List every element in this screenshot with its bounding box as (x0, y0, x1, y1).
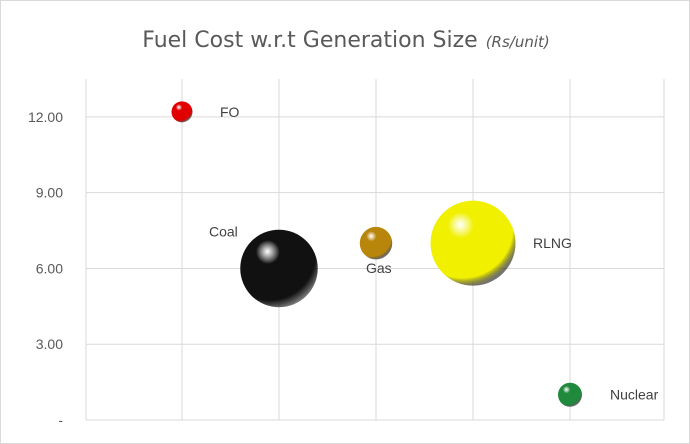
chart-title: Fuel Cost w.r.t Generation Size (Rs/unit) (142, 28, 550, 53)
bubble-nuclear (558, 382, 582, 407)
y-tick-label: 6.00 (36, 260, 63, 276)
bubble-rlng (430, 200, 516, 286)
bubble-label-nuclear: Nuclear (610, 387, 659, 403)
chart-title-unit: (Rs/unit) (486, 33, 550, 51)
y-tick-label: - (58, 412, 63, 428)
bubble-fo (171, 101, 193, 123)
bubble-label-gas: Gas (366, 260, 392, 276)
bubble-label-coal: Coal (209, 223, 238, 239)
bubble-label-rlng: RLNG (533, 235, 572, 251)
y-axis-ticks: - 3.00 6.00 9.00 12.00 (28, 109, 63, 428)
bubble-coal (240, 229, 318, 308)
bubble-label-fo: FO (220, 104, 240, 120)
bubbles (171, 101, 582, 407)
y-tick-label: 9.00 (36, 185, 63, 201)
chart-title-text: Fuel Cost w.r.t Generation Size (142, 28, 477, 53)
bubble-labels: FO Coal Gas RLNG Nuclear (209, 104, 659, 403)
bubble-gas (359, 226, 393, 260)
y-tick-label: 3.00 (36, 336, 63, 352)
y-tick-label: 12.00 (28, 109, 63, 125)
